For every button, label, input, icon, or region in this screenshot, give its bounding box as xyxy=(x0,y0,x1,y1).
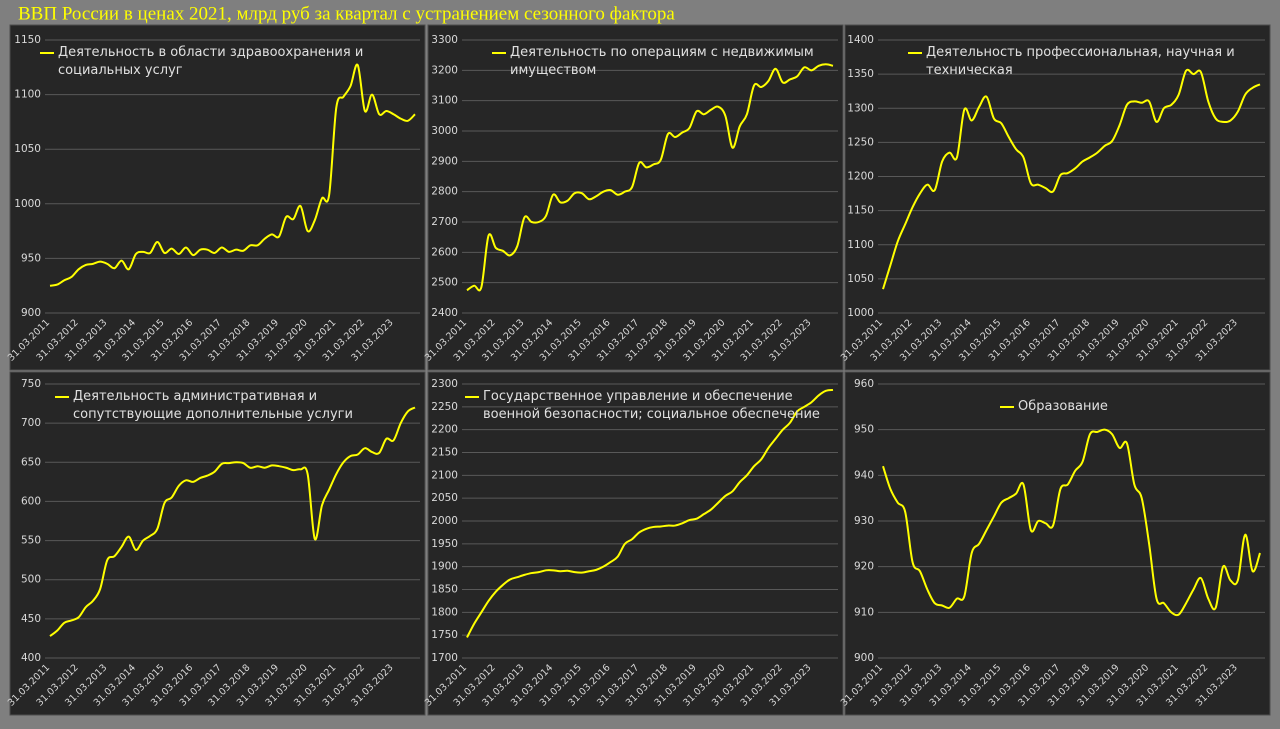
page-title: ВВП России в ценах 2021, млрд руб за ква… xyxy=(18,3,675,24)
y-tick-label: 950 xyxy=(21,252,41,264)
y-tick-label: 1850 xyxy=(431,584,458,596)
data-line xyxy=(466,63,834,292)
y-tick-label: 1000 xyxy=(14,198,41,210)
legend-entry: Образование xyxy=(1018,399,1108,414)
data-line xyxy=(466,388,834,638)
legend-entry: Деятельность административная и сопутств… xyxy=(73,389,353,422)
y-tick-label: 1050 xyxy=(847,273,874,285)
y-tick-label: 2150 xyxy=(431,447,458,459)
y-tick-label: 1750 xyxy=(431,629,458,641)
y-tick-label: 900 xyxy=(854,652,874,664)
y-tick-label: 2800 xyxy=(431,186,458,198)
y-tick-label: 2050 xyxy=(431,492,458,504)
data-line xyxy=(882,428,1261,617)
data-line xyxy=(49,406,416,637)
data-line xyxy=(882,68,1261,290)
y-tick-label: 700 xyxy=(21,417,41,429)
y-tick-label: 2250 xyxy=(431,401,458,413)
y-tick-label: 450 xyxy=(21,613,41,625)
y-tick-label: 1700 xyxy=(431,652,458,664)
y-tick-label: 1200 xyxy=(847,171,874,183)
y-tick-label: 1300 xyxy=(847,102,874,114)
y-tick-label: 1400 xyxy=(847,34,874,46)
y-tick-label: 900 xyxy=(21,307,41,319)
y-tick-label: 650 xyxy=(21,456,41,468)
y-tick-label: 930 xyxy=(854,515,874,527)
y-tick-label: 2100 xyxy=(431,469,458,481)
y-tick-label: 600 xyxy=(21,495,41,507)
y-tick-label: 2900 xyxy=(431,155,458,167)
legend-entry: Государственное управление и обеспечение… xyxy=(483,389,820,422)
data-line xyxy=(49,63,416,287)
y-tick-label: 960 xyxy=(854,378,874,390)
y-tick-label: 2400 xyxy=(431,307,458,319)
y-tick-label: 920 xyxy=(854,561,874,573)
y-tick-label: 2500 xyxy=(431,277,458,289)
y-tick-label: 1050 xyxy=(14,143,41,155)
y-tick-label: 1150 xyxy=(14,34,41,46)
y-tick-label: 750 xyxy=(21,378,41,390)
y-tick-label: 400 xyxy=(21,652,41,664)
y-tick-label: 910 xyxy=(854,606,874,618)
y-tick-label: 2000 xyxy=(431,515,458,527)
y-tick-label: 500 xyxy=(21,574,41,586)
legend-entry: Деятельность по операциям с недвижимым и… xyxy=(510,45,814,78)
y-tick-label: 2600 xyxy=(431,246,458,258)
y-tick-label: 1350 xyxy=(847,68,874,80)
y-tick-label: 2200 xyxy=(431,424,458,436)
y-tick-label: 1100 xyxy=(14,89,41,101)
y-tick-label: 950 xyxy=(854,424,874,436)
y-tick-label: 3100 xyxy=(431,95,458,107)
y-tick-label: 1150 xyxy=(847,205,874,217)
y-tick-label: 1100 xyxy=(847,239,874,251)
y-tick-label: 1950 xyxy=(431,538,458,550)
y-tick-label: 1900 xyxy=(431,561,458,573)
y-tick-label: 550 xyxy=(21,535,41,547)
y-tick-label: 2300 xyxy=(431,378,458,390)
legend-entry: Деятельность в области здравоохранения и… xyxy=(58,45,364,78)
y-tick-label: 1800 xyxy=(431,606,458,618)
y-tick-label: 3200 xyxy=(431,64,458,76)
y-tick-label: 3300 xyxy=(431,34,458,46)
y-tick-label: 1250 xyxy=(847,136,874,148)
y-tick-label: 2700 xyxy=(431,216,458,228)
y-tick-label: 3000 xyxy=(431,125,458,137)
y-tick-label: 940 xyxy=(854,469,874,481)
legend-entry: Деятельность профессиональная, научная и… xyxy=(926,45,1235,78)
y-tick-label: 1000 xyxy=(847,307,874,319)
